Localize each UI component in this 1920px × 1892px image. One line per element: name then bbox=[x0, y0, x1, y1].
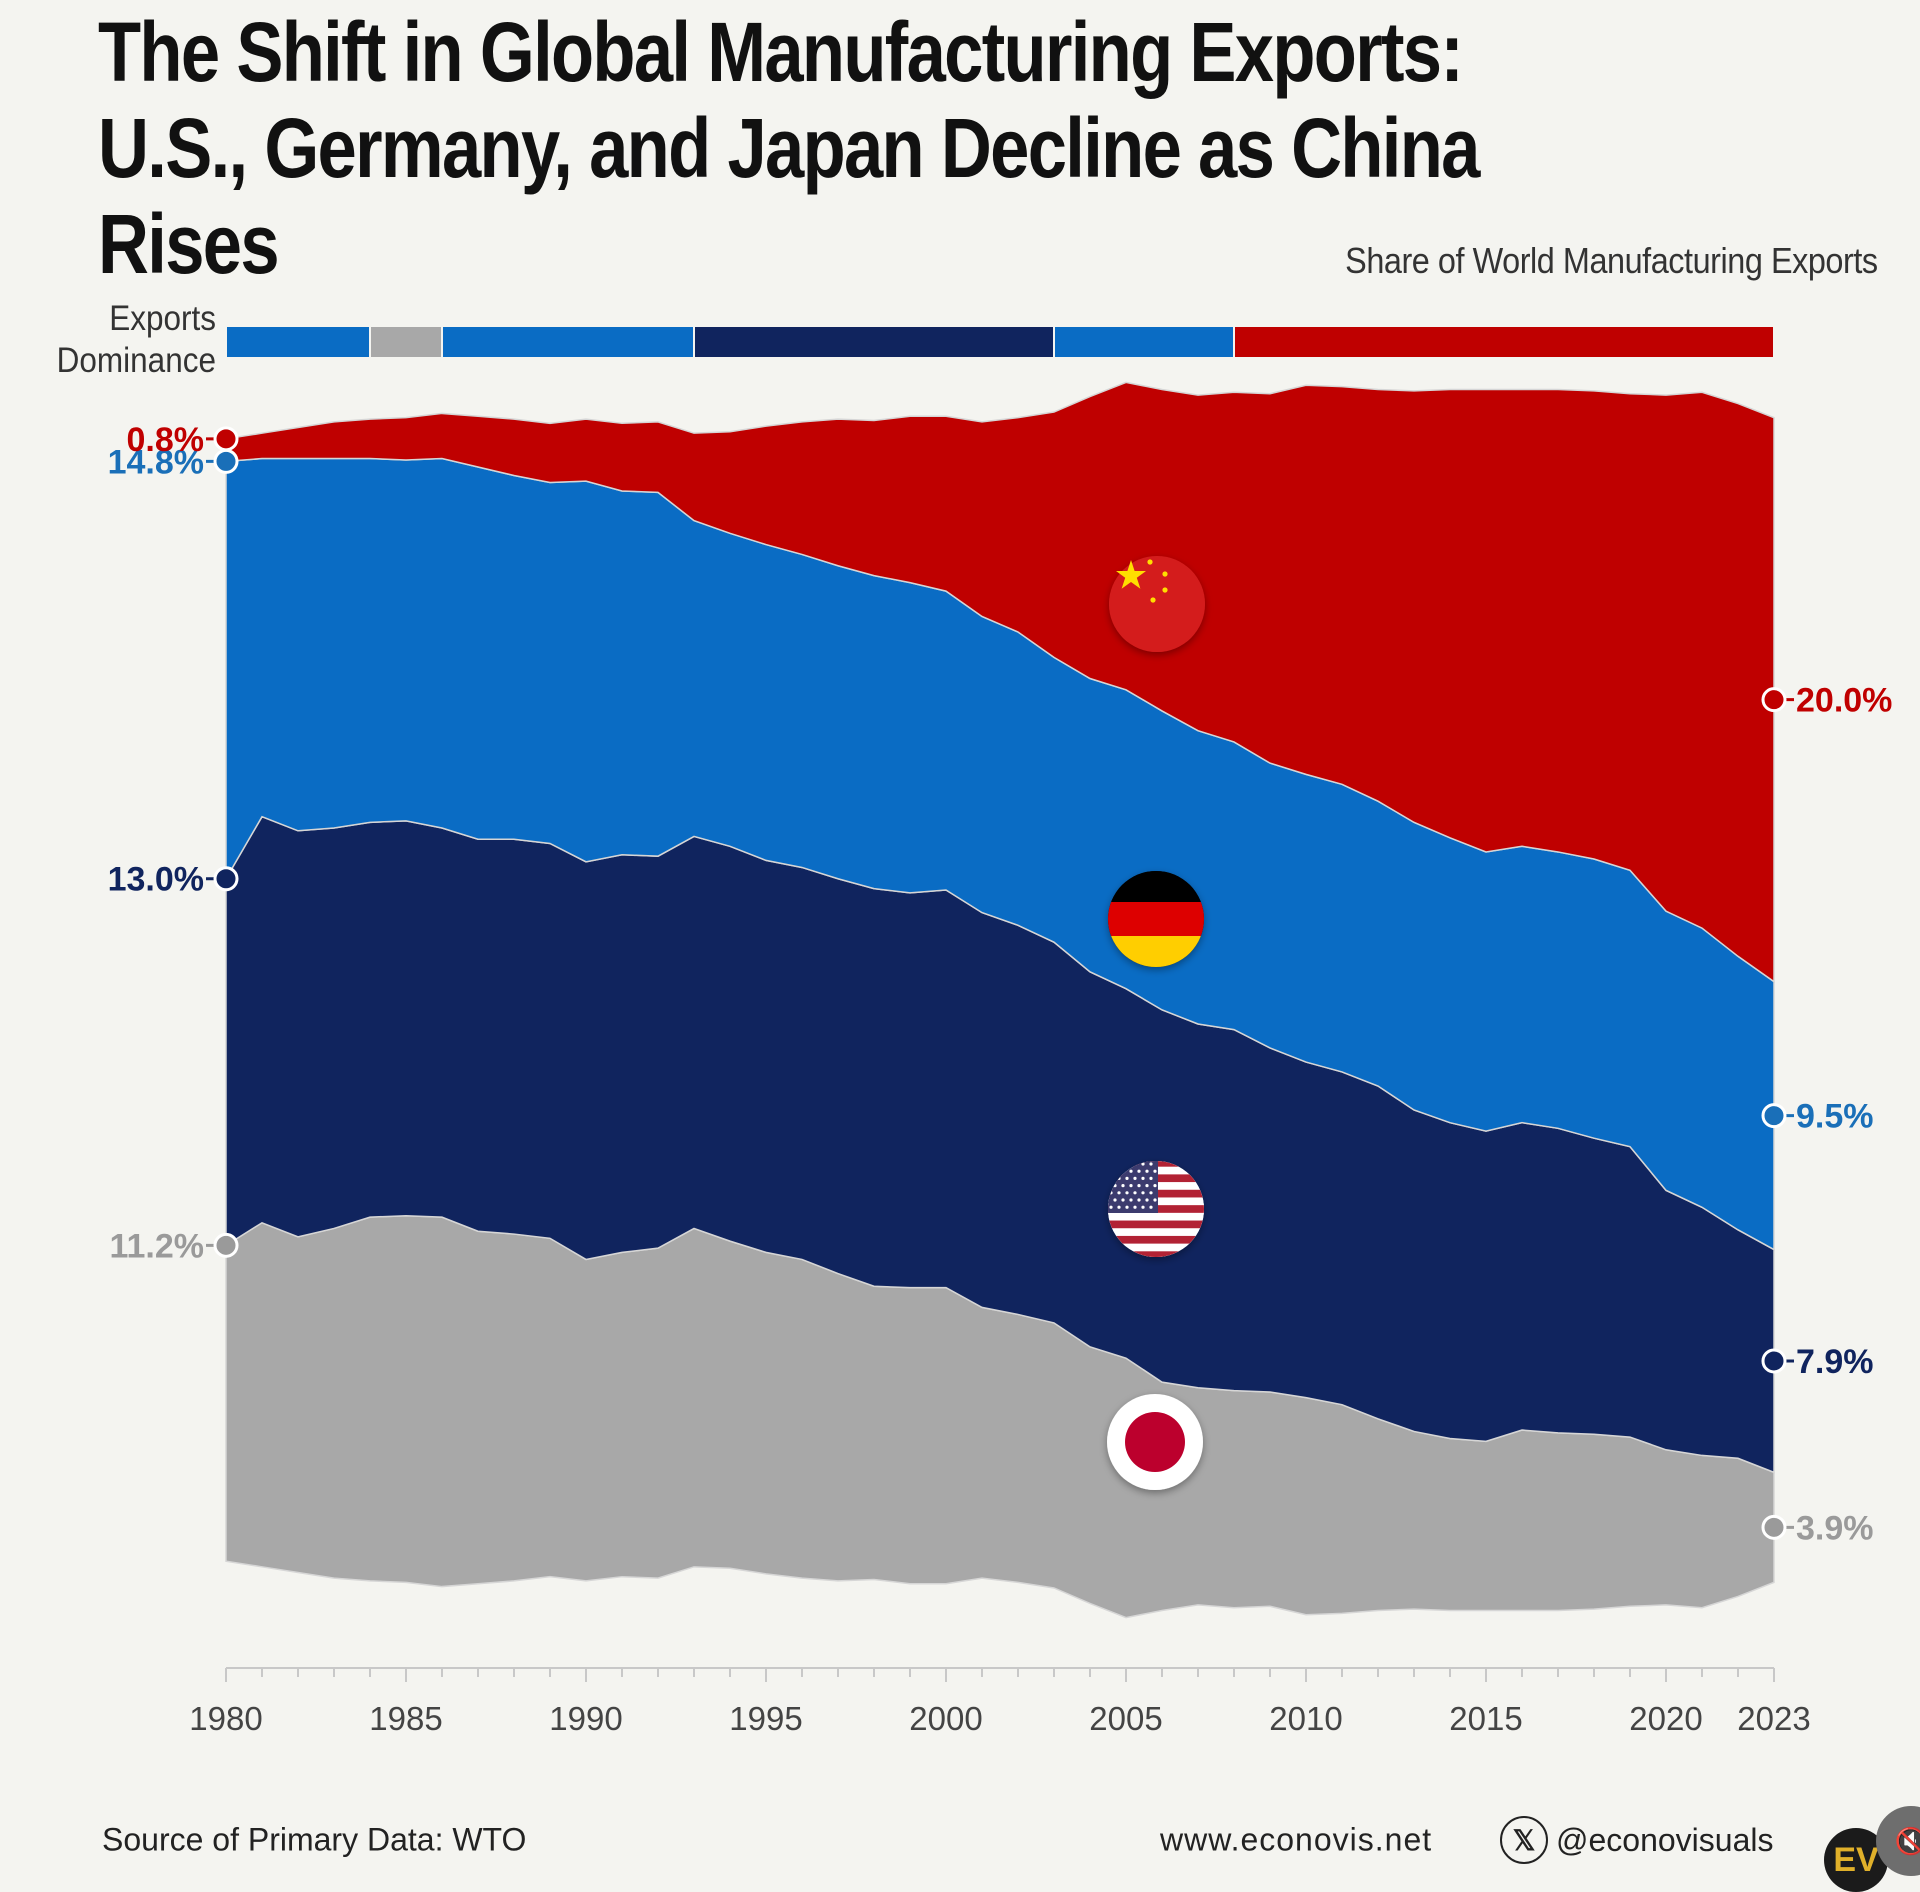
chart-title: The Shift in Global Manufacturing Export… bbox=[98, 4, 1526, 292]
end-marker-germany: 9.5% bbox=[1761, 1098, 1874, 1136]
x-tick-label: 1985 bbox=[369, 1700, 442, 1737]
dominance-segment-germany bbox=[1055, 327, 1233, 357]
title-line-1: The Shift in Global Manufacturing Export… bbox=[98, 5, 1464, 99]
area-china bbox=[225, 381, 1775, 984]
start-marker-japan: 11.2% bbox=[109, 1227, 239, 1265]
x-logo-icon: 𝕏 bbox=[1500, 1816, 1548, 1864]
end-marker-united-states: 7.9% bbox=[1761, 1343, 1874, 1381]
dominance-bar bbox=[227, 327, 1773, 357]
china-flag bbox=[1109, 556, 1205, 652]
end-marker-japan: 3.9% bbox=[1761, 1509, 1874, 1547]
start-marker-china: 0.8% bbox=[127, 421, 239, 459]
end-label-japan: 3.9% bbox=[1796, 1509, 1874, 1547]
end-marker-china: 20.0% bbox=[1761, 682, 1892, 720]
source-note: Source of Primary Data: WTO bbox=[102, 1821, 527, 1858]
website-link[interactable]: www.econovis.net bbox=[1160, 1821, 1433, 1858]
x-tick-label: 2020 bbox=[1629, 1700, 1702, 1737]
start-label-japan: 11.2% bbox=[109, 1227, 204, 1265]
value-markers: 11.2% 3.9% 13.0% 7.9% 14.8% 9.5% 0.8% 20.0% bbox=[108, 421, 1893, 1548]
x-tick-label: 2015 bbox=[1449, 1700, 1522, 1737]
x-tick-label: 1990 bbox=[549, 1700, 622, 1737]
x-tick-label: 2000 bbox=[909, 1700, 982, 1737]
end-label-china: 20.0% bbox=[1796, 682, 1892, 720]
x-tick-label: 1980 bbox=[189, 1700, 262, 1737]
start-marker-united-states: 13.0% bbox=[108, 861, 239, 899]
dominance-label: Exports Dominance bbox=[40, 298, 216, 382]
end-label-germany: 9.5% bbox=[1796, 1098, 1874, 1136]
dominance-label-line-1: Exports bbox=[109, 299, 216, 338]
x-tick-label: 2010 bbox=[1269, 1700, 1342, 1737]
dominance-segment-germany bbox=[227, 327, 369, 357]
start-label-germany: 14.8% bbox=[108, 443, 204, 481]
dominance-segment-united-states bbox=[695, 327, 1053, 357]
x-tick-label: 2005 bbox=[1089, 1700, 1162, 1737]
dominance-segment-japan bbox=[371, 327, 441, 357]
chart-subtitle: Share of World Manufacturing Exports bbox=[1345, 240, 1879, 281]
title-line-2: U.S., Germany, and Japan Decline as Chin… bbox=[98, 101, 1480, 291]
dominance-label-line-2: Dominance bbox=[56, 341, 216, 380]
start-label-united-states: 13.0% bbox=[108, 861, 204, 899]
x-tick-label: 2023 bbox=[1737, 1700, 1810, 1737]
start-marker-germany: 14.8% bbox=[108, 443, 239, 481]
dominance-segment-germany bbox=[443, 327, 693, 357]
stream-areas bbox=[225, 381, 1775, 1619]
social-handle-text: @econovisuals bbox=[1556, 1821, 1774, 1858]
dominance-segment-china bbox=[1235, 327, 1773, 357]
x-axis: 1980 1985 1990 1995 2000 2005 2010 2015 2020 2023 bbox=[189, 1667, 1811, 1737]
japan-flag bbox=[1107, 1394, 1203, 1490]
china-big-star-icon bbox=[1116, 560, 1146, 589]
social-handle[interactable]: 𝕏 @econovisuals bbox=[1500, 1816, 1773, 1864]
usa-flag bbox=[1108, 1161, 1204, 1257]
start-label-china: 0.8% bbox=[127, 421, 205, 459]
x-tick-label: 1995 bbox=[729, 1700, 802, 1737]
end-label-united-states: 7.9% bbox=[1796, 1343, 1874, 1381]
